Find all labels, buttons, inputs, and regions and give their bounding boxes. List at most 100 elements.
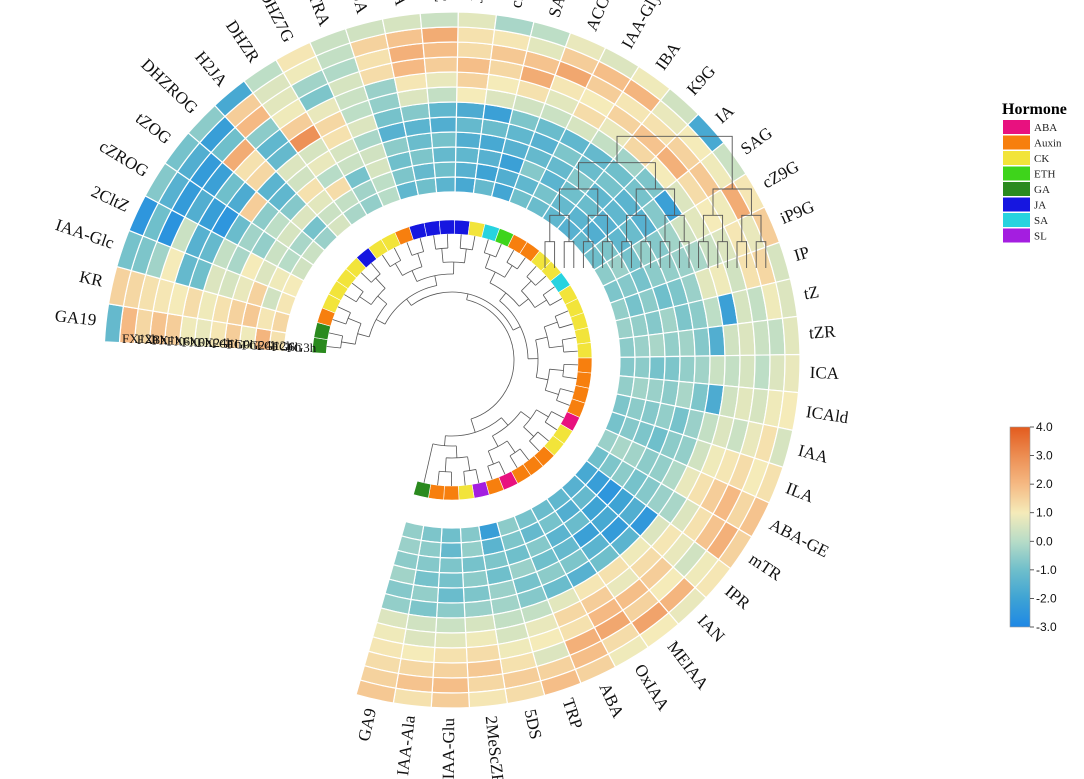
dendrogram-branch <box>357 333 370 338</box>
heatmap-cell <box>455 131 482 150</box>
sample-label: FX3h <box>137 332 167 347</box>
scale-tick-label: -3.0 <box>1036 620 1057 634</box>
heatmap-cell <box>439 542 463 559</box>
scale-tick-label: 3.0 <box>1036 449 1053 463</box>
hormone-label: tZ <box>802 282 820 303</box>
dendrogram-arc <box>340 335 344 349</box>
dendrogram-arc <box>435 247 448 250</box>
hormone-label: IAA-Ala <box>393 714 419 777</box>
hormone-label: KR <box>78 267 106 291</box>
dendrogram-branch <box>549 298 563 306</box>
class-ring-segment <box>457 484 475 501</box>
hormone-label: DHZR <box>222 17 264 67</box>
dendrogram-branch <box>406 298 412 306</box>
heatmap-cell <box>456 71 490 90</box>
dendrogram-branch <box>394 263 403 276</box>
heatmap-cells <box>103 11 801 709</box>
hormone-label: JA-Val <box>467 0 489 4</box>
dendrogram-branch <box>535 336 548 341</box>
dendrogram-arc <box>466 299 515 420</box>
dendrogram-branch <box>551 411 565 419</box>
sample-label: FX1h <box>152 333 182 348</box>
color-scale-gradient <box>1009 426 1031 628</box>
heatmap-cell <box>460 539 485 559</box>
heatmap-cell <box>678 355 696 384</box>
heatmap-cell <box>420 524 443 544</box>
heatmap-cell <box>438 557 464 574</box>
dendrogram-branch <box>487 450 494 465</box>
sample-label: FG24h <box>242 337 279 352</box>
hormone-label: MEIAA <box>663 637 712 693</box>
heatmap-cell <box>429 116 458 134</box>
hormone-label: IA <box>712 101 739 128</box>
heatmap-cell <box>431 676 470 694</box>
dendrogram-branch <box>437 471 440 486</box>
dendrogram-branch <box>444 435 446 446</box>
dendrogram-arc <box>411 291 514 331</box>
heatmap-cell <box>419 11 459 30</box>
dendrogram-branch <box>484 254 491 268</box>
dendrogram-branch <box>487 466 493 480</box>
dendrogram-branch <box>351 282 364 292</box>
dendrogram-branch <box>495 243 502 258</box>
heatmap-cell <box>427 101 458 119</box>
heatmap-cell <box>722 323 741 357</box>
dendrogram-branch <box>463 471 466 486</box>
dendrogram-arc <box>487 461 500 467</box>
hormone-label: IAA-Glu <box>439 717 458 779</box>
heatmap-cell <box>737 321 756 357</box>
scale-tick-label: -2.0 <box>1036 591 1057 605</box>
dendrogram-branch <box>519 448 529 461</box>
dendrogram-branch <box>534 299 547 308</box>
heatmap-cell <box>355 679 397 704</box>
hormone-label: ILA <box>783 479 817 507</box>
dendrogram-branch <box>417 253 423 267</box>
dendrogram-branch <box>516 257 526 270</box>
dendrogram <box>326 135 767 487</box>
hormone-label: iP9G <box>777 197 817 228</box>
heatmap-cell <box>432 661 469 679</box>
dendrogram-branch <box>411 270 418 282</box>
legend-label: SL <box>1034 231 1047 243</box>
dendrogram-branch <box>433 235 437 250</box>
dendrogram-branch <box>523 426 535 437</box>
heatmap-cell <box>663 355 681 383</box>
dendrogram-branch <box>393 247 402 261</box>
dendrogram-branch <box>406 242 413 256</box>
dendrogram-branch <box>536 409 549 418</box>
class-ring-segment <box>577 357 593 374</box>
heatmap-cell <box>708 355 726 387</box>
scale-tick-label: -1.0 <box>1036 563 1057 577</box>
legend-title: Hormone <box>1002 101 1067 118</box>
heatmap-cell <box>647 332 666 358</box>
heatmap-cell <box>753 354 771 391</box>
heatmap-cell <box>423 56 459 74</box>
dendrogram-branch <box>470 418 476 433</box>
heatmap-cell <box>456 86 488 105</box>
dendrogram-branch <box>459 234 462 249</box>
scale-tick-label: 4.0 <box>1036 420 1053 434</box>
hormone-label: mTR <box>746 549 786 585</box>
dendrogram-branch <box>521 280 532 292</box>
hormone-label: IAA-Gly <box>618 0 665 52</box>
hormone-label: TRP <box>559 696 587 732</box>
heatmap-cell <box>677 328 696 357</box>
dendrogram-branch <box>360 272 372 283</box>
dendrogram-branch <box>501 417 509 426</box>
sample-label: FX0h <box>182 334 212 349</box>
color-scale-bar: 4.0 3.0 2.0 1.0 0.0 -1.0 -2.0 -3.0 <box>1009 420 1057 634</box>
hormone-label: ABA-GE <box>766 515 832 561</box>
dendrogram-branch <box>544 421 558 431</box>
hormone-label: cZR <box>506 0 530 9</box>
heatmap-cell <box>425 71 458 89</box>
dendrogram-branch <box>419 238 425 252</box>
dendrogram-branch <box>537 431 549 442</box>
hormone-label: DHZ7G <box>256 0 298 45</box>
legend-swatch <box>1003 228 1030 243</box>
dendrogram-branch <box>444 457 447 472</box>
hormone-label: JA-ILE <box>429 0 450 2</box>
dendrogram-branch <box>464 248 467 263</box>
dendrogram-branch <box>337 306 351 314</box>
hormone-label: ACC <box>582 0 613 34</box>
dendrogram-branch <box>545 389 559 395</box>
